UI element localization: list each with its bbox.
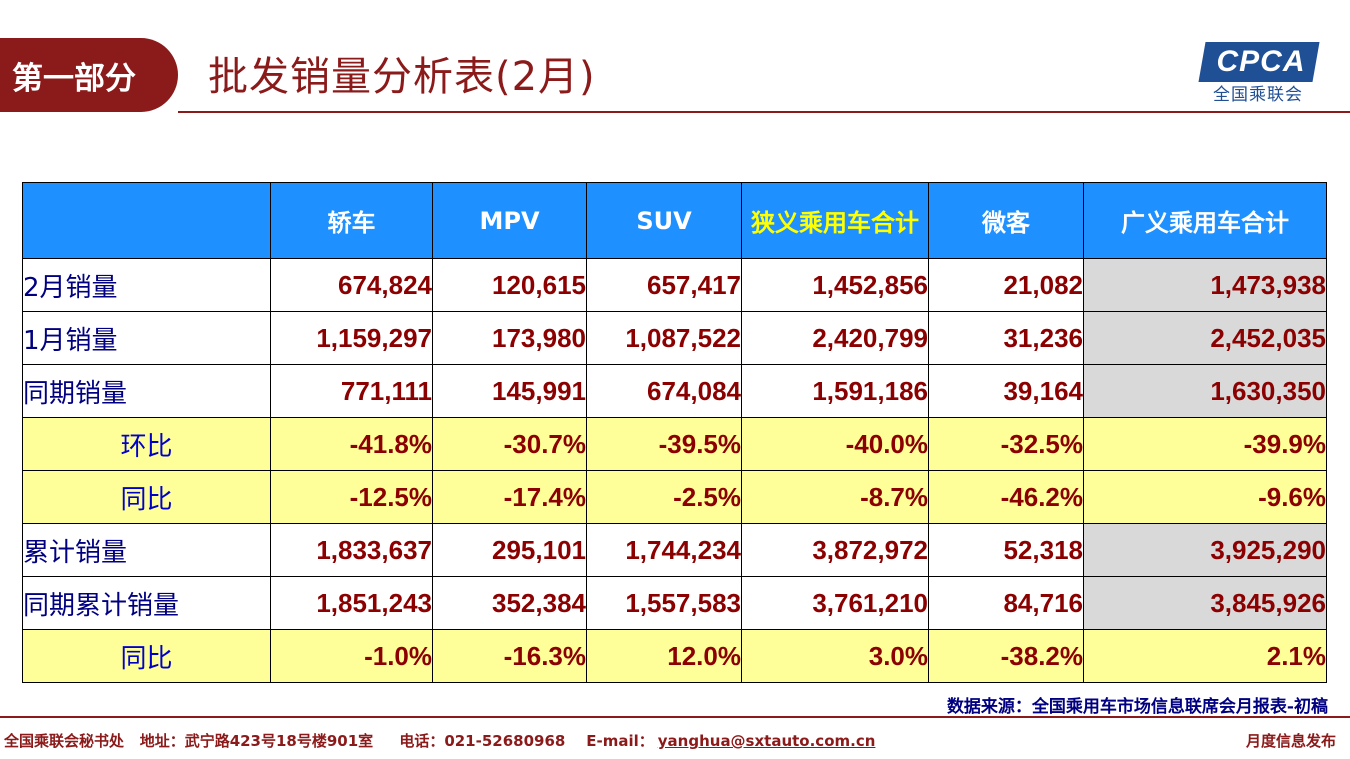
table-cell: -1.0% [270,629,433,683]
table-cell: -39.5% [586,417,742,471]
table-cell: 295,101 [432,523,587,577]
row-label: 环比 [22,417,271,471]
table-cell: 1,851,243 [270,576,433,630]
row-label: 同比 [22,629,271,683]
footer-right-label: 月度信息发布 [1245,732,1336,750]
row-label: 同期累计销量 [22,576,271,630]
header-divider [178,111,1350,113]
table-cell: -12.5% [270,470,433,524]
table-cell: 21,082 [928,258,1084,312]
table-cell: 1,452,856 [741,258,929,312]
footer-contact: 全国乘联会秘书处 地址：武宁路423号18号楼901室 电话：021-52680… [4,730,875,751]
row-label: 2月销量 [22,258,271,312]
sales-table: 轿车 MPV SUV 狭义乘用车合计 微客 广义乘用车合计 2月销量 674,82… [22,182,1327,683]
table-row: 同期累计销量 1,851,243 352,384 1,557,583 3,761,210… [22,576,1327,630]
table-cell: 145,991 [432,364,587,418]
table-row: 同比 -1.0% -16.3% 12.0% 3.0% -38.2% 2.1% [22,629,1327,683]
column-header-sedan: 轿车 [270,182,433,259]
data-source-note: 数据来源：全国乘用车市场信息联席会月报表-初稿 [946,697,1328,717]
table-cell: -2.5% [586,470,742,524]
table-cell: 352,384 [432,576,587,630]
table-cell: -46.2% [928,470,1084,524]
table-row: 累计销量 1,833,637 295,101 1,744,234 3,872,972 52… [22,523,1327,577]
footer-email-label: E-mail： [586,732,654,750]
table-cell: 1,557,583 [586,576,742,630]
table-cell: 1,159,297 [270,311,433,365]
footer-phone: 电话：021-52680968 [399,732,566,750]
row-label: 累计销量 [22,523,271,577]
table-cell: 674,084 [586,364,742,418]
table-cell: 3,925,290 [1083,523,1327,577]
footer-address: 地址：武宁路423号18号楼901室 [139,732,374,750]
table-cell: 3,872,972 [741,523,929,577]
table-cell: 1,087,522 [586,311,742,365]
table-cell: 12.0% [586,629,742,683]
logo-subtitle: 全国乘联会 [1213,85,1303,105]
footer-email-link[interactable]: yanghua@sxtauto.com.cn [657,732,876,750]
table-cell: 84,716 [928,576,1084,630]
logo-text: CPCA [1216,45,1306,78]
table-cell: 1,744,234 [586,523,742,577]
table-cell: 52,318 [928,523,1084,577]
table-cell: -40.0% [741,417,929,471]
table-cell: 2,420,799 [741,311,929,365]
table-cell: -39.9% [1083,417,1327,471]
table-cell: -9.6% [1083,470,1327,524]
table-cell: 674,824 [270,258,433,312]
table-cell: -32.5% [928,417,1084,471]
column-header [22,182,271,259]
cpca-logo: CPCA 全国乘联会 [1196,40,1320,105]
table-cell: 31,236 [928,311,1084,365]
column-header-narrow-total: 狭义乘用车合计 [741,182,929,259]
table-cell: -38.2% [928,629,1084,683]
table-row: 同期销量 771,111 145,991 674,084 1,591,186 39,164… [22,364,1327,418]
section-tab: 第一部分 [0,38,178,112]
table-row: 1月销量 1,159,297 173,980 1,087,522 2,420,799 31… [22,311,1327,365]
column-header-suv: SUV [586,182,742,259]
table-cell: 2.1% [1083,629,1327,683]
table-cell: 39,164 [928,364,1084,418]
table-cell: -8.7% [741,470,929,524]
row-label: 1月销量 [22,311,271,365]
table-cell: 120,615 [432,258,587,312]
table-cell: 1,630,350 [1083,364,1327,418]
footer-org: 全国乘联会秘书处 [4,732,125,750]
table-cell: -41.8% [270,417,433,471]
row-label: 同期销量 [22,364,271,418]
table-row: 同比 -12.5% -17.4% -2.5% -8.7% -46.2% -9.6% [22,470,1327,524]
page-title: 批发销量分析表(2月) [208,54,596,100]
table-cell: 3,761,210 [741,576,929,630]
table-cell: 1,473,938 [1083,258,1327,312]
row-label: 同比 [22,470,271,524]
table-row: 环比 -41.8% -30.7% -39.5% -40.0% -32.5% -39.9% [22,417,1327,471]
table-cell: 173,980 [432,311,587,365]
table-cell: -30.7% [432,417,587,471]
table-cell: 3.0% [741,629,929,683]
table-cell: 3,845,926 [1083,576,1327,630]
table-cell: 771,111 [270,364,433,418]
table-cell: -16.3% [432,629,587,683]
footer-divider [0,716,1350,718]
column-header-mpv: MPV [432,182,587,259]
table-cell: 1,833,637 [270,523,433,577]
table-cell: -17.4% [432,470,587,524]
column-header-minivan: 微客 [928,182,1084,259]
table-row: 2月销量 674,824 120,615 657,417 1,452,856 21,082… [22,258,1327,312]
table-cell: 657,417 [586,258,742,312]
column-header-broad-total: 广义乘用车合计 [1083,182,1327,259]
table-cell: 2,452,035 [1083,311,1327,365]
table-header-row: 轿车 MPV SUV 狭义乘用车合计 微客 广义乘用车合计 [22,182,1327,259]
table-cell: 1,591,186 [741,364,929,418]
